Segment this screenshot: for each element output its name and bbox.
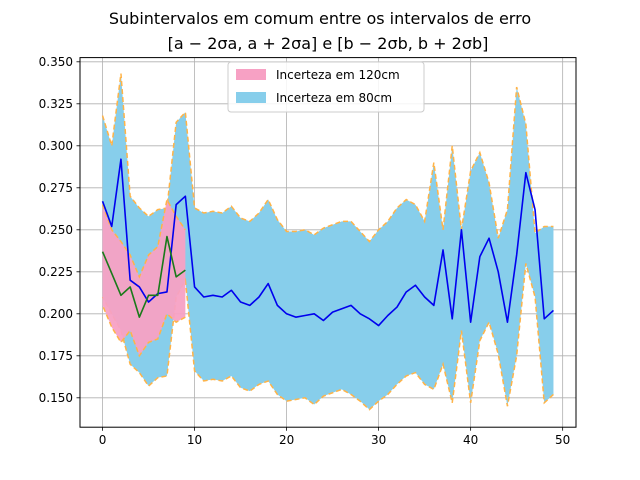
band-80cm-upper-edge (101, 73, 554, 243)
x-tick-label: 10 (187, 433, 202, 447)
series-lines (101, 158, 554, 327)
plot-area (79, 57, 577, 428)
y-tick-label: 0.250 (39, 223, 73, 237)
x-axis: 0 10 20 30 40 50 (99, 427, 570, 447)
y-tick-label: 0.300 (39, 139, 73, 153)
line-120cm (101, 235, 186, 318)
legend: Incerteza em 120cm Incerteza em 80cm (227, 61, 425, 113)
x-tick-label: 40 (463, 433, 478, 447)
x-tick-label: 50 (555, 433, 570, 447)
y-tick-label: 0.150 (39, 391, 73, 405)
y-tick-label: 0.275 (39, 181, 73, 195)
y-tick-label: 0.200 (39, 307, 73, 321)
y-tick-label: 0.175 (39, 349, 73, 363)
chart-subtitle: [a − 2σa, a + 2σa] e [b − 2σb, b + 2σb] (168, 34, 489, 53)
uncertainty-bands (101, 73, 554, 411)
x-tick-label: 30 (371, 433, 386, 447)
legend-swatch-80cm (236, 92, 266, 103)
legend-label-120cm: Incerteza em 120cm (276, 68, 400, 82)
legend-label-80cm: Incerteza em 80cm (276, 91, 392, 105)
y-tick-label: 0.225 (39, 265, 73, 279)
plot-frame (79, 57, 577, 428)
legend-box (227, 61, 425, 113)
legend-swatch-120cm (236, 69, 266, 80)
band-80cm (102, 73, 554, 410)
band-120cm-lower-edge (101, 305, 186, 358)
band-120cm (102, 199, 186, 356)
line-80cm (101, 158, 554, 327)
y-tick-label: 0.325 (39, 97, 73, 111)
y-tick-label: 0.350 (39, 55, 73, 69)
chart-title: Subintervalos em comum entre os interval… (109, 9, 531, 28)
band-120cm-upper-edge (101, 197, 186, 279)
x-tick-label: 0 (99, 433, 107, 447)
y-axis: 0.150 0.175 0.200 0.225 0.250 0.275 0.300 0.325… (39, 55, 80, 405)
x-tick-label: 20 (279, 433, 294, 447)
